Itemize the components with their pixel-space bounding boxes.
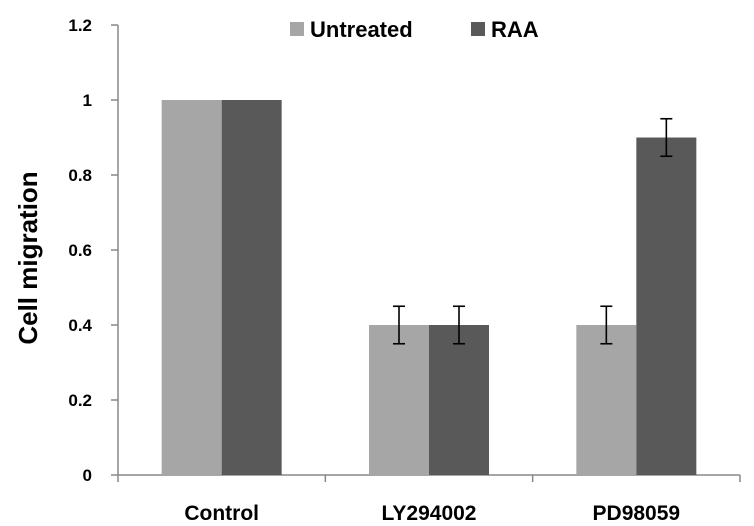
y-tick-label: 0.2 (68, 391, 92, 410)
bar (636, 137, 697, 475)
x-tick-label: LY294002 (382, 502, 477, 525)
legend-label: Untreated (310, 17, 413, 42)
y-tick-label: 0.6 (68, 241, 92, 260)
error-bars (393, 117, 673, 345)
y-tick-label: 1.2 (68, 16, 92, 35)
bar (369, 325, 429, 475)
x-tick-label: Control (184, 502, 259, 525)
x-axis: Control LY294002 PD98059 (117, 474, 741, 525)
bar (429, 325, 489, 475)
bars (161, 100, 697, 475)
x-tick-label: PD98059 (593, 502, 681, 525)
y-axis: 0 0.2 0.4 0.6 0.8 1 1.2 (68, 16, 119, 485)
legend-swatch (471, 22, 485, 36)
y-tick-label: 0 (83, 466, 92, 485)
legend: Untreated RAA (290, 17, 539, 42)
y-axis-title: Cell migration (13, 171, 43, 344)
legend-label: RAA (491, 17, 539, 42)
bar (576, 325, 637, 475)
y-tick-label: 1 (83, 91, 92, 110)
bar (161, 100, 222, 475)
bar (221, 100, 282, 475)
legend-swatch (290, 22, 304, 36)
y-tick-label: 0.8 (68, 166, 92, 185)
y-tick-label: 0.4 (68, 316, 92, 335)
